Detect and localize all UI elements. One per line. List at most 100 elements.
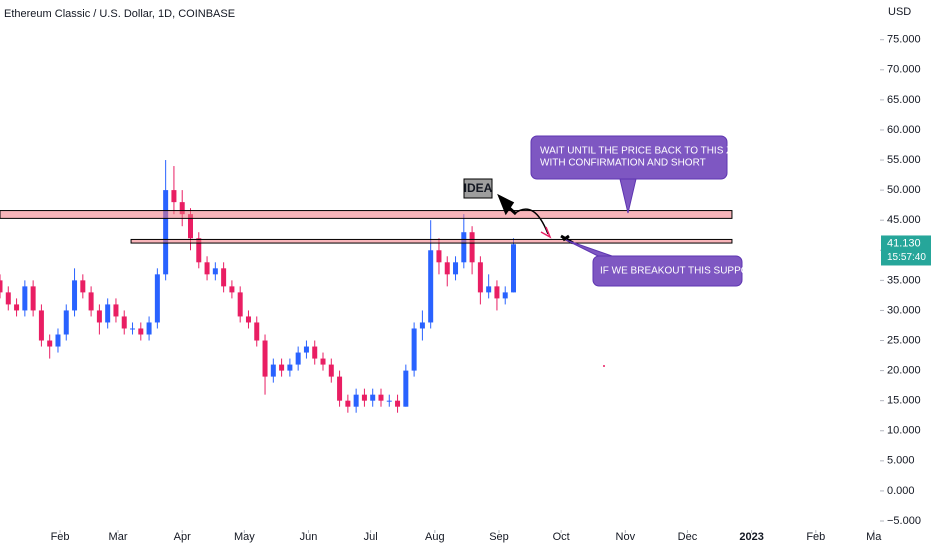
x-tick-label: Feb — [51, 531, 70, 543]
candle-body — [22, 286, 28, 311]
last-price-box — [881, 235, 931, 266]
candle-body — [386, 400, 392, 402]
candle-body — [403, 370, 409, 407]
candle-body — [494, 286, 500, 299]
y-tick-label: 15.000 — [887, 395, 921, 407]
callout — [592, 255, 743, 287]
x-tick-label: Jul — [364, 531, 378, 543]
price-axis — [880, 0, 932, 550]
candle-body — [14, 304, 20, 311]
candle-body — [163, 190, 169, 275]
candle-body — [80, 280, 86, 293]
chart-title: Ethereum Classic / U.S. Dollar, 1D, COIN… — [4, 8, 235, 20]
candle-body — [361, 394, 367, 401]
candle-body — [469, 232, 475, 263]
curve-arrow — [513, 208, 549, 235]
currency-label: USD — [888, 6, 911, 18]
candle-body — [378, 394, 384, 401]
x-tick-label: Feb — [806, 531, 825, 543]
candle-body — [179, 202, 185, 215]
y-tick-label: 25.000 — [887, 334, 921, 346]
candle-body — [270, 364, 276, 377]
y-tick-label: 20.000 — [887, 365, 921, 377]
candle-body — [486, 286, 492, 293]
candle-body — [461, 232, 467, 263]
candle-body — [0, 280, 3, 293]
candle-body — [72, 280, 78, 311]
candle-body — [30, 286, 36, 311]
candle-body — [47, 340, 53, 347]
callout-text: WAIT UNTIL THE PRICE BACK TO THIS ZONE — [540, 146, 754, 157]
candle-body — [345, 400, 351, 407]
candle-body — [511, 244, 517, 293]
callout — [530, 135, 728, 180]
y-tick-label: 30.000 — [887, 304, 921, 316]
candle-body — [63, 310, 69, 335]
candle-body — [212, 268, 218, 275]
x-tick-label: Oct — [553, 531, 570, 543]
candle-body — [113, 304, 119, 317]
y-tick-label: 35.000 — [887, 274, 921, 286]
candle-body — [146, 322, 152, 335]
x-tick-label: Sep — [489, 531, 509, 543]
callout-text: WITH CONFIRMATION AND SHORT — [540, 158, 706, 169]
candle-body — [204, 262, 210, 275]
x-tick-label: 2023 — [739, 531, 763, 543]
candle-body — [436, 250, 442, 263]
candle-body — [295, 352, 301, 365]
candle-body — [229, 286, 235, 293]
arrow — [497, 193, 518, 216]
zone — [130, 238, 733, 244]
candle-body — [262, 340, 268, 377]
candle-body — [105, 304, 111, 323]
candle-body — [287, 364, 293, 371]
y-tick-label: 5.000 — [887, 455, 915, 467]
candle-body — [279, 364, 285, 371]
callout-pointer — [565, 239, 613, 257]
callout-pointer — [619, 178, 637, 214]
y-tick-label: 10.000 — [887, 425, 921, 437]
candle-body — [320, 358, 326, 365]
candle-body — [254, 322, 260, 341]
candle-body — [196, 238, 202, 263]
candle-body — [187, 214, 193, 239]
idea-box — [463, 178, 493, 199]
candle-body — [221, 268, 227, 287]
countdown: 15:57:40 — [887, 252, 926, 263]
candle-body — [502, 292, 508, 299]
candle-body — [444, 262, 450, 275]
candle-body — [121, 316, 127, 329]
candle-body — [303, 346, 309, 353]
x-tick-label: Dec — [678, 531, 698, 543]
candle-body — [370, 394, 376, 401]
candle-body — [138, 328, 144, 335]
x-tick-label: May — [234, 531, 255, 543]
last-price: 41.130 — [887, 237, 921, 249]
y-tick-label: 60.000 — [887, 124, 921, 136]
arrow-head — [540, 226, 552, 239]
y-tick-label: −5.000 — [887, 515, 921, 527]
zone — [0, 210, 733, 219]
x-tick-label: Mar — [109, 531, 128, 543]
y-tick-label: 75.000 — [887, 34, 921, 46]
candle-body — [96, 310, 102, 323]
candle-body — [428, 250, 434, 323]
candle-body — [411, 328, 417, 371]
callout-text: IF WE BREAKOUT THIS SUPPORT — [600, 266, 762, 277]
y-tick-label: 0.000 — [887, 485, 915, 497]
candle-body — [88, 292, 94, 311]
x-tick-label: Ma — [866, 531, 882, 543]
candle-body — [328, 364, 334, 377]
candle-body — [5, 292, 11, 305]
candle-body — [171, 190, 177, 203]
candle-body — [395, 400, 401, 407]
x-tick-label: Jun — [300, 531, 318, 543]
x-tick-label: Apr — [174, 531, 191, 543]
x-tick-label: Aug — [425, 531, 445, 543]
candle-body — [130, 328, 136, 330]
candle-body — [419, 322, 425, 329]
idea-label: IDEA — [464, 181, 493, 195]
y-tick-label: 50.000 — [887, 184, 921, 196]
candle-body — [337, 376, 343, 401]
